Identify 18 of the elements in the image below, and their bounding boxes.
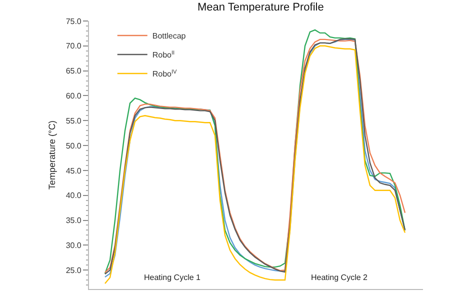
- y-tick-label: 45.0: [66, 166, 82, 176]
- legend-label: Bottlecap: [152, 32, 186, 41]
- chart-title: Mean Temperature Profile: [198, 2, 324, 14]
- y-tick-label: 35.0: [66, 216, 82, 226]
- y-tick-label: 65.0: [66, 66, 82, 76]
- legend-label: Robo$^{II}$: [152, 50, 176, 60]
- annotation: Heating Cycle 1: [144, 273, 202, 282]
- legend-label: Robo$^{IV}$: [152, 69, 178, 79]
- y-axis-title: Temperature (°C): [47, 120, 58, 190]
- annotation: Heating Cycle 2: [311, 273, 368, 282]
- y-tick-label: 50.0: [66, 141, 82, 150]
- y-tick-label: 25.0: [66, 266, 82, 275]
- y-tick-label: 60.0: [66, 92, 82, 101]
- y-tick-label: 30.0: [66, 240, 82, 250]
- y-tick-label: 55.0: [66, 116, 82, 126]
- y-tick-label: 70.0: [66, 42, 82, 51]
- y-tick-label: 40.0: [66, 191, 82, 200]
- y-tick-label: 75.0: [66, 16, 82, 26]
